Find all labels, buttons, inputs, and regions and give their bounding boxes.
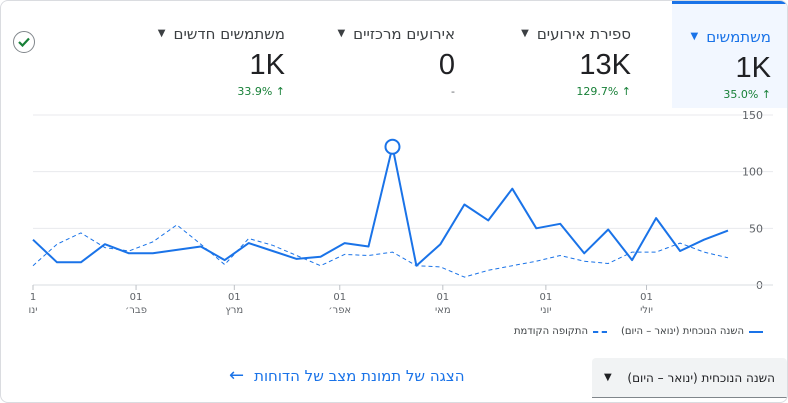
x-tick-month: ינו xyxy=(29,305,38,316)
caret-down-icon: ▼ xyxy=(157,28,166,39)
previous-period-line xyxy=(32,224,729,278)
x-tick-month: אפר׳ xyxy=(328,305,351,316)
check-circle-icon[interactable] xyxy=(13,31,35,53)
tab-event-count[interactable]: ספירת אירועים ▼ 13K 129.7% ↑ xyxy=(497,1,647,108)
legend-current: השנה הנוכחית (ינואר – היום) xyxy=(621,326,763,337)
users-line-chart: 150 100 50 01 ינו 01 פבר׳ 01 מרץ 01 אפר׳ 01 מאי 01 יונ… xyxy=(29,109,773,316)
y-tick-label: 150 xyxy=(742,109,763,122)
arrow-left-icon: ← xyxy=(229,365,245,386)
metric-value: 13K xyxy=(579,49,631,81)
chart-legend: השנה הנוכחית (ינואר – היום) התקופה הקודמ… xyxy=(514,326,763,337)
x-tick-day: 01 xyxy=(640,292,653,303)
metric-change: - xyxy=(451,85,455,98)
x-tick-day: 1 xyxy=(30,292,36,303)
x-tick-day: 01 xyxy=(130,292,143,303)
date-range-select[interactable]: השנה הנוכחית (ינואר – היום) ▼ xyxy=(592,358,787,398)
metric-label: אירועים מרכזיים xyxy=(353,25,455,43)
metric-label: משתמשים xyxy=(706,28,771,46)
metric-label: ספירת אירועים xyxy=(536,25,631,43)
metric-tabs: משתמשים ▼ 1K 35.0% ↑ ספירת אירועים ▼ 13K 1… xyxy=(107,1,787,108)
x-tick-day: 01 xyxy=(228,292,241,303)
x-tick-month: יוני xyxy=(540,305,551,316)
metric-label: משתמשים חדשים xyxy=(173,25,286,43)
view-snapshot-link[interactable]: הצגה של תמונת מצב של הדוחות ← xyxy=(229,365,465,386)
current-period-line xyxy=(32,145,729,267)
metric-change: 33.9% ↑ xyxy=(237,85,285,98)
caret-down-icon: ▼ xyxy=(521,28,529,39)
legend-previous: התקופה הקודמת xyxy=(514,326,607,337)
solid-line-swatch xyxy=(749,330,763,333)
x-tick-day: 01 xyxy=(436,292,449,303)
arrow-up-icon: ↑ xyxy=(761,88,771,101)
highlight-point xyxy=(384,138,401,155)
y-tick-label: 100 xyxy=(742,166,763,179)
metric-value: 1K xyxy=(249,49,285,81)
caret-down-icon: ▼ xyxy=(337,28,346,39)
metric-value: 0 xyxy=(438,49,455,81)
tab-users[interactable]: משתמשים ▼ 1K 35.0% ↑ xyxy=(672,1,787,108)
arrow-up-icon: ↑ xyxy=(275,85,285,98)
x-tick-month: מאי xyxy=(435,305,451,316)
metric-change: 35.0% ↑ xyxy=(723,88,771,101)
snapshot-link-label: הצגה של תמונת מצב של הדוחות xyxy=(254,367,465,385)
metric-value: 1K xyxy=(735,52,771,84)
metric-change: 129.7% ↑ xyxy=(576,85,631,98)
caret-down-icon: ▼ xyxy=(690,31,699,42)
x-tick-month: יולי xyxy=(640,305,653,316)
arrow-up-icon: ↑ xyxy=(621,85,631,98)
caret-down-icon: ▼ xyxy=(604,371,612,383)
x-tick-month: פבר׳ xyxy=(125,305,147,316)
x-tick-day: 01 xyxy=(333,292,346,303)
tab-new-users[interactable]: משתמשים חדשים ▼ 1K 33.9% ↑ xyxy=(146,1,301,108)
y-tick-label: 50 xyxy=(749,222,763,235)
date-range-label: השנה הנוכחית (ינואר – היום) xyxy=(627,370,775,385)
x-tick-month: מרץ xyxy=(225,305,243,316)
x-tick-day: 01 xyxy=(539,292,552,303)
dashed-line-swatch xyxy=(593,330,607,333)
tab-key-events[interactable]: אירועים מרכזיים ▼ 0 - xyxy=(311,1,471,108)
